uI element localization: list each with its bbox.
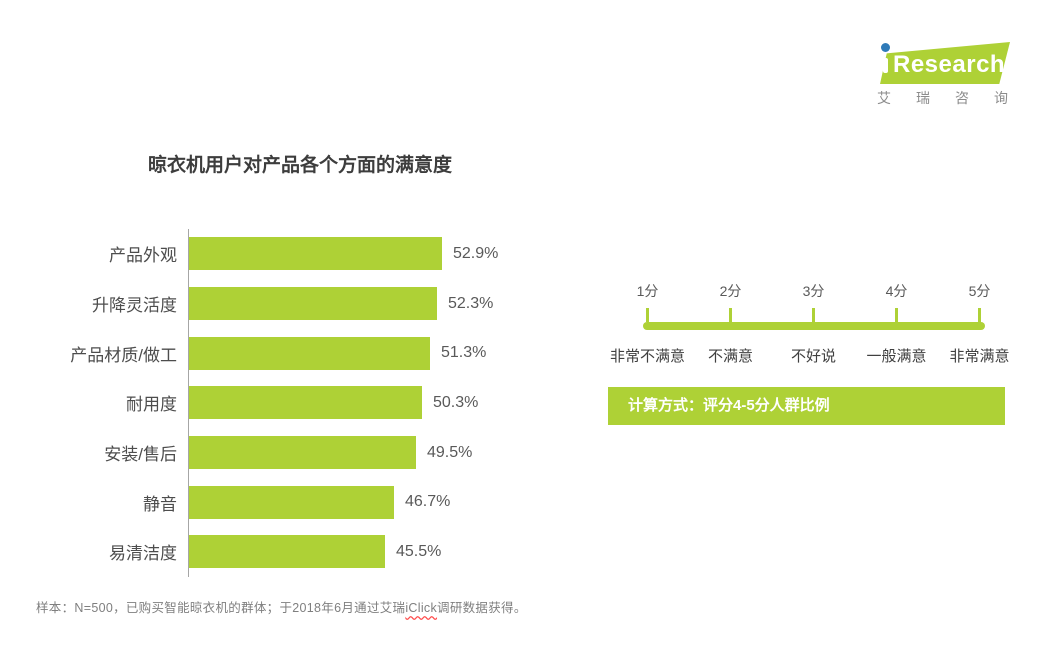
- footnote-prefix: 样本：N=500，已购买智能晾衣机的群体；于2018年6月通过艾瑞: [36, 601, 406, 615]
- scale-tick-cell: [689, 308, 772, 322]
- bar-row: 升降灵活度 52.3%: [0, 278, 560, 329]
- logo-i-stem: [883, 58, 888, 73]
- bar-category-label: 产品外观: [109, 246, 177, 266]
- bar: [189, 436, 416, 470]
- bar: [189, 535, 385, 569]
- scale-sentiment-label: 不好说: [790, 348, 836, 365]
- scale-tick-mark: [895, 308, 898, 322]
- bar-row: 产品外观 52.9%: [0, 229, 560, 279]
- bar-track: 49.5%: [188, 427, 560, 478]
- logo-subtitle-char: 询: [994, 90, 1008, 106]
- footnote-suffix: 调研数据获得。: [437, 601, 527, 615]
- scale-score-row: 1分 2分 3分 4分 5分: [606, 281, 1021, 299]
- scale-sentiment-label: 非常满意: [949, 348, 1010, 365]
- logo-i-dot-icon: [881, 43, 890, 52]
- bar: [189, 287, 437, 321]
- bar: [189, 386, 422, 420]
- bar-category-label: 易清洁度: [109, 544, 177, 564]
- bar-category-label: 静音: [143, 494, 177, 514]
- bar-track: 45.5%: [188, 527, 560, 577]
- sample-footnote: 样本：N=500，已购买智能晾衣机的群体；于2018年6月通过艾瑞iClick调…: [36, 597, 527, 616]
- scale-score-label: 1分: [636, 283, 659, 299]
- scale-tick-mark: [812, 308, 815, 322]
- scale-score-label: 4分: [885, 283, 908, 299]
- bar-value-label: 45.5%: [396, 542, 442, 560]
- scale-score-label: 2分: [719, 283, 742, 299]
- bar-value-label: 50.3%: [433, 393, 479, 411]
- scale-sentiment-label: 非常不满意: [609, 348, 685, 365]
- scale-score-label: 5分: [968, 283, 991, 299]
- bar-category-label: 安装/售后: [104, 445, 177, 465]
- scale-tick-mark: [729, 308, 732, 322]
- scale-tick-cell: [938, 308, 1021, 322]
- bar-row: 耐用度 50.3%: [0, 378, 560, 428]
- bar-category-label: 升降灵活度: [92, 296, 177, 316]
- rating-scale: 1分 2分 3分 4分 5分 非常不满意 不满意 不好说 一般满意 非常满意: [606, 281, 1021, 366]
- scale-tick-row: [606, 308, 1021, 322]
- bar-row: 产品材质/做工 51.3%: [0, 328, 560, 379]
- bar-value-label: 52.3%: [448, 294, 494, 312]
- bar-track: 46.7%: [188, 477, 560, 528]
- bar-row: 安装/售后 49.5%: [0, 427, 560, 478]
- scale-tick-cell: [772, 308, 855, 322]
- logo-subtitle-char: 艾: [877, 90, 891, 106]
- chart-title: 晾衣机用户对产品各个方面的满意度: [148, 155, 453, 176]
- footnote-spellchecked-word: iClick: [405, 601, 438, 615]
- logo-subtitle-char: 瑞: [916, 90, 930, 106]
- scale-label-row: 非常不满意 不满意 不好说 一般满意 非常满意: [606, 345, 1021, 366]
- scale-axis-line: [643, 322, 985, 330]
- bar: [189, 485, 394, 519]
- bar: [189, 237, 442, 271]
- method-note-box: 计算方式：评分4-5分人群比例: [608, 387, 1005, 425]
- satisfaction-bar-chart: 产品外观 52.9% 升降灵活度 52.3% 产品材质/做工 51.3% 耐用度 50.3% 安…: [0, 229, 560, 577]
- bar-value-label: 52.9%: [453, 244, 499, 262]
- bar-category-label: 产品材质/做工: [70, 345, 177, 365]
- bar-track: 51.3%: [188, 328, 560, 379]
- scale-tick-mark: [978, 308, 981, 322]
- scale-sentiment-label: 一般满意: [866, 348, 927, 365]
- bar-value-label: 49.5%: [427, 443, 473, 461]
- bar-track: 52.3%: [188, 278, 560, 329]
- bar-value-label: 46.7%: [405, 493, 451, 511]
- logo-wordmark: Research: [893, 51, 1006, 78]
- scale-score-label: 3分: [802, 283, 825, 299]
- bar-track: 50.3%: [188, 378, 560, 428]
- logo-subtitle-char: 咨: [955, 90, 969, 106]
- bar-row: 易清洁度 45.5%: [0, 527, 560, 577]
- bar: [189, 336, 430, 370]
- scale-tick-cell: [606, 308, 689, 322]
- scale-sentiment-label: 不满意: [707, 348, 753, 365]
- bar-category-label: 耐用度: [126, 395, 177, 415]
- bar-track: 52.9%: [188, 229, 560, 279]
- scale-tick-mark: [646, 308, 649, 322]
- bar-value-label: 51.3%: [441, 344, 487, 362]
- bar-row: 静音 46.7%: [0, 477, 560, 528]
- iresearch-logo: Research 艾 瑞 咨 询: [874, 38, 1012, 108]
- logo-subtitle: 艾瑞咨询: [877, 88, 1008, 108]
- scale-tick-cell: [855, 308, 938, 322]
